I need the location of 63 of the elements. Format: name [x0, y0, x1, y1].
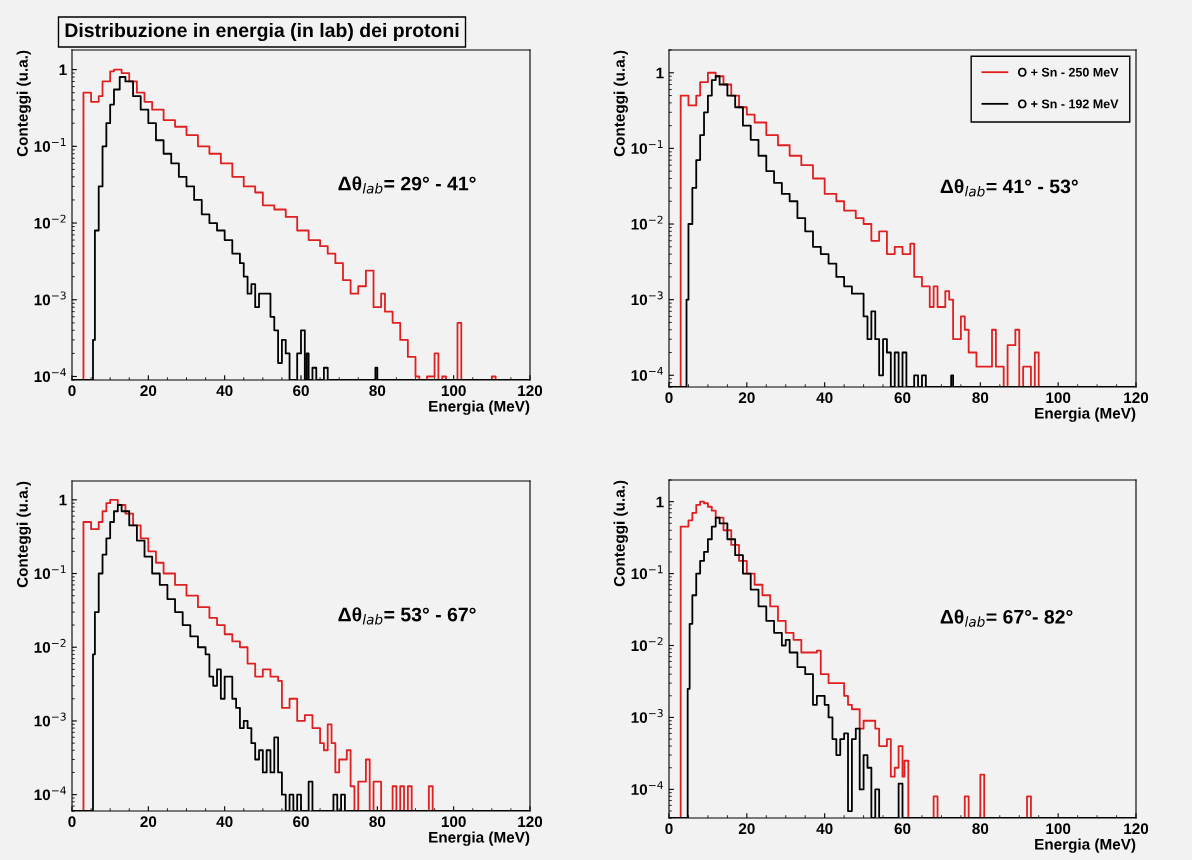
x-axis-title: Energia (MeV) — [1035, 407, 1136, 422]
legend-label: O + Sn - 192 MeV — [1017, 99, 1119, 109]
chart-title: Distribuzione in energia (in lab) dei protoni — [65, 22, 459, 42]
y-tick-label: 10$^{−4}$ — [34, 786, 66, 801]
y-axis-title: Conteggi (u.a.) — [16, 50, 31, 157]
x-tick-label: 0 — [68, 816, 76, 828]
y-tick-label: 10$^{−4}$ — [631, 367, 663, 381]
x-axis-title: Energia (MeV) — [1035, 838, 1136, 853]
y-tick-label: 10$^{−1}$ — [34, 138, 66, 152]
x-tick-label: 40 — [216, 385, 233, 397]
y-tick-label: 10$^{−1}$ — [34, 565, 66, 580]
y-tick-label: 10$^{−2}$ — [34, 638, 66, 653]
y-tick-label: 10$^{−4}$ — [631, 781, 663, 795]
x-tick-label: 60 — [293, 385, 309, 397]
x-tick-label: 20 — [738, 823, 755, 835]
y-tick-label: 1 — [656, 67, 664, 79]
y-tick-label: 1 — [59, 64, 67, 76]
x-tick-label: 0 — [68, 385, 76, 397]
annotation: Δθ$_{lab}$= 41° - 53° — [940, 179, 1078, 197]
x-tick-label: 20 — [140, 385, 157, 397]
x-tick-label: 100 — [441, 385, 466, 397]
legend-label: O + Sn - 250 MeV — [1017, 67, 1119, 77]
x-tick-label: 120 — [1124, 823, 1149, 835]
x-tick-label: 120 — [518, 385, 543, 397]
annotation: Δθ$_{lab}$= 53° - 67° — [338, 607, 476, 625]
y-tick-label: 1 — [656, 496, 664, 508]
y-tick-label: 10$^{−4}$ — [34, 368, 66, 383]
x-tick-label: 100 — [1046, 823, 1071, 835]
y-axis-title: Conteggi (u.a.) — [16, 481, 31, 588]
y-tick-label: 10$^{−1}$ — [631, 565, 663, 580]
x-tick-label: 80 — [369, 385, 386, 397]
x-tick-label: 60 — [894, 392, 911, 404]
y-axis-title: Conteggi (u.a.) — [613, 50, 628, 157]
y-tick-label: 1 — [59, 494, 67, 506]
x-tick-label: 80 — [369, 816, 386, 828]
x-tick-label: 0 — [665, 392, 673, 404]
y-axis-title: Conteggi (u.a.) — [613, 480, 628, 587]
x-tick-label: 120 — [1124, 392, 1149, 404]
x-tick-label: 120 — [518, 816, 543, 828]
y-tick-label: 10$^{−2}$ — [631, 637, 663, 652]
y-tick-label: 10$^{−1}$ — [631, 140, 663, 154]
y-tick-label: 10$^{−2}$ — [631, 215, 663, 230]
x-tick-label: 80 — [972, 392, 989, 404]
x-tick-label: 20 — [738, 392, 755, 404]
x-tick-label: 60 — [894, 823, 911, 835]
x-tick-label: 40 — [816, 392, 833, 404]
y-tick-label: 10$^{−3}$ — [631, 291, 663, 306]
x-tick-label: 0 — [665, 823, 673, 835]
x-tick-label: 20 — [140, 816, 157, 828]
x-axis-title: Energia (MeV) — [429, 400, 530, 415]
y-tick-label: 10$^{−3}$ — [34, 712, 66, 727]
x-tick-label: 40 — [816, 823, 833, 835]
annotation: Δθ$_{lab}$= 29° - 41° — [338, 176, 476, 194]
x-tick-label: 40 — [216, 816, 233, 828]
y-tick-label: 10$^{−3}$ — [34, 291, 66, 306]
annotation: Δθ$_{lab}$= 67°- 82° — [940, 609, 1073, 627]
y-tick-label: 10$^{−2}$ — [34, 214, 66, 229]
x-axis-title: Energia (MeV) — [429, 831, 530, 846]
x-tick-label: 60 — [293, 816, 309, 828]
x-tick-label: 100 — [1046, 392, 1071, 404]
x-tick-label: 80 — [972, 823, 989, 835]
y-tick-label: 10$^{−3}$ — [631, 709, 663, 724]
x-tick-label: 100 — [441, 816, 466, 828]
